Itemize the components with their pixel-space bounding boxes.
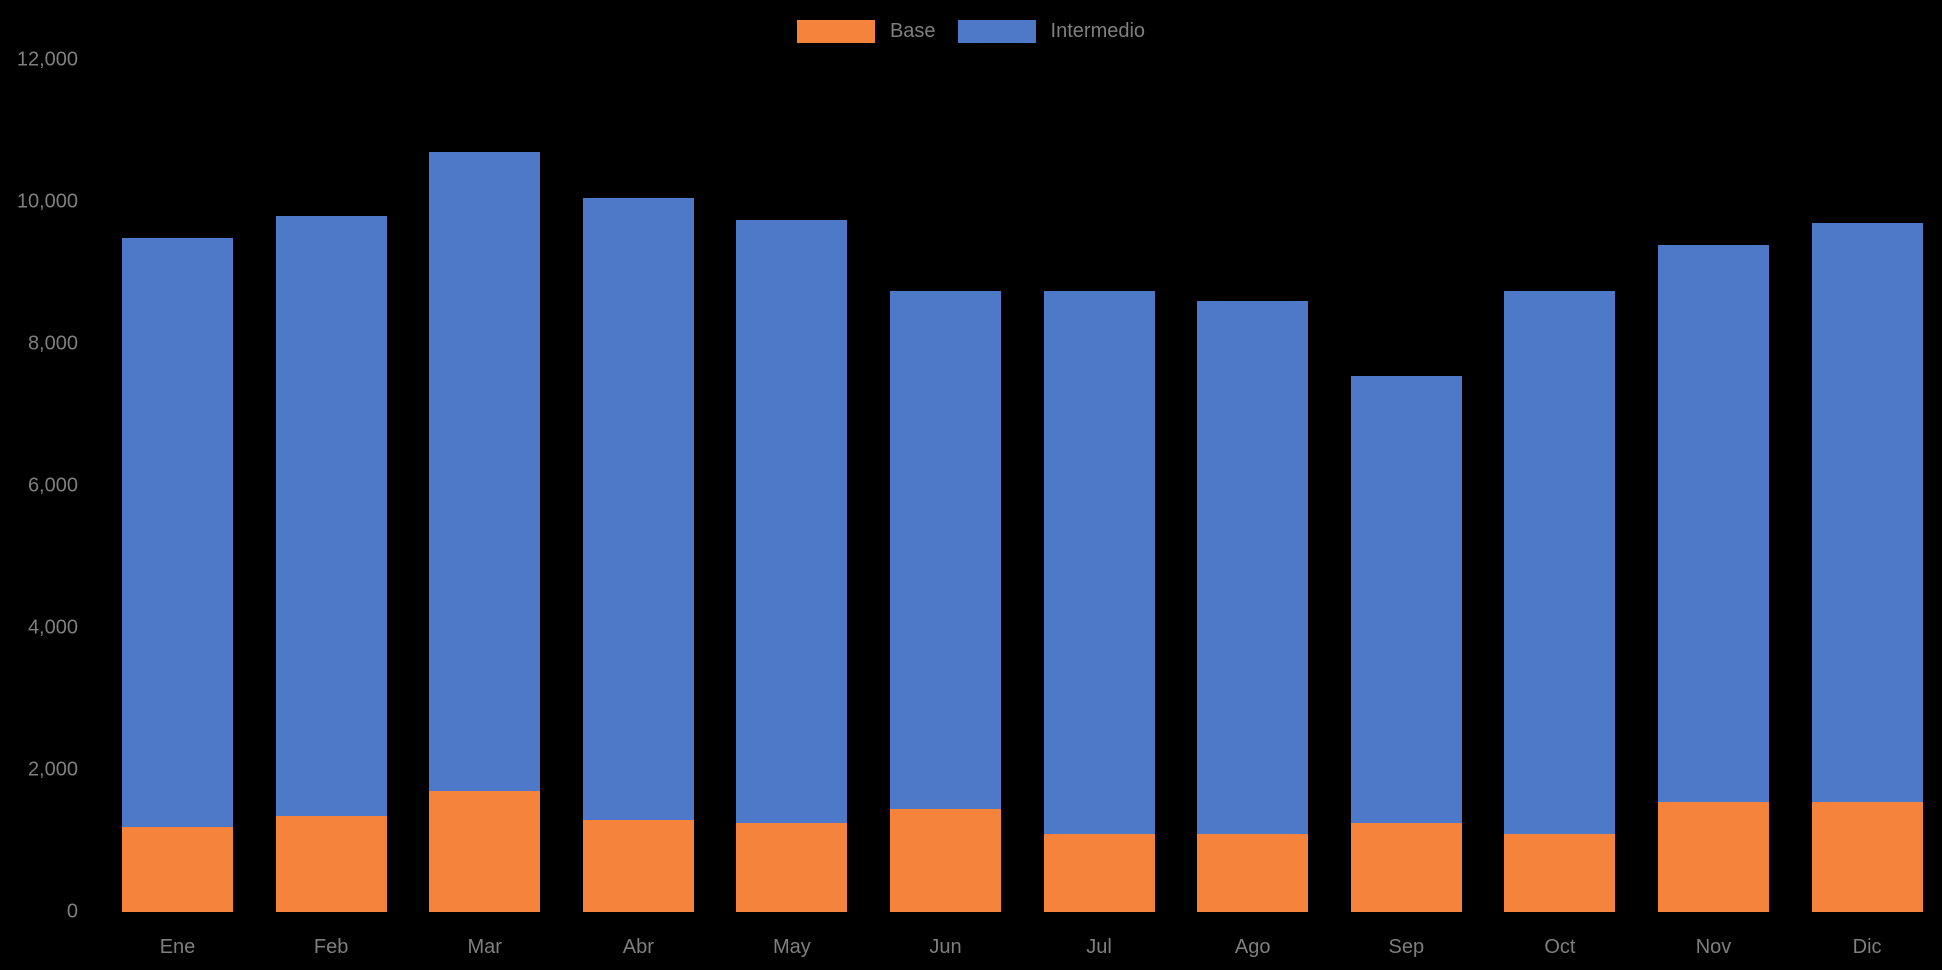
bar-segment-base (1658, 801, 1769, 912)
bar-segment-base (122, 826, 233, 912)
bar-segment-intermedio (1504, 290, 1616, 834)
bar-segment-base (736, 823, 848, 912)
x-axis-label: Jun (929, 936, 962, 958)
legend-label-base: Base (889, 20, 936, 42)
bar-segment-intermedio (582, 198, 694, 820)
legend-item-base[interactable]: Base (796, 20, 936, 43)
y-axis-tick-label: 4,000 (27, 616, 78, 639)
chart-legend: Base Intermedio (0, 20, 1942, 43)
x-axis-label: Ago (1234, 936, 1271, 958)
y-axis-tick-label: 8,000 (27, 332, 78, 355)
bar-segment-base (429, 791, 541, 912)
x-axis-label: Jul (1086, 936, 1112, 958)
y-axis-tick-label: 12,000 (16, 48, 78, 71)
bar-segment-base (1043, 833, 1155, 912)
bar-segment-intermedio (275, 216, 387, 817)
bar-segment-intermedio (122, 237, 233, 827)
x-axis-label: Feb (313, 936, 349, 958)
y-axis-tick-label: 0 (66, 900, 78, 923)
x-axis-label: Ene (159, 936, 196, 958)
bar-segment-intermedio (736, 219, 848, 824)
x-axis-label: Nov (1695, 936, 1732, 958)
legend-label-intermedio: Intermedio (1050, 20, 1146, 42)
bar-segment-intermedio (1350, 375, 1462, 824)
bar-segment-base (1504, 833, 1616, 912)
legend-item-intermedio[interactable]: Intermedio (957, 20, 1146, 43)
x-axis-label: May (772, 936, 811, 958)
x-axis-label: Mar (467, 936, 502, 958)
y-axis-tick-label: 6,000 (27, 474, 78, 497)
bar-segment-intermedio (1197, 301, 1309, 834)
bar-segment-intermedio (1658, 244, 1769, 802)
bar-segment-base (890, 809, 1001, 912)
bar-segment-intermedio (890, 290, 1001, 810)
bar-segment-base (1197, 833, 1309, 912)
bar-segment-base (1811, 801, 1923, 912)
bar-segment-base (275, 816, 387, 912)
legend-swatch-base (796, 20, 875, 43)
y-axis-tick-label: 10,000 (16, 190, 78, 213)
bar-segment-base (1350, 823, 1462, 912)
bar-segment-intermedio (1043, 290, 1155, 834)
legend-swatch-intermedio (957, 20, 1036, 43)
x-axis-label: Sep (1388, 936, 1425, 958)
y-axis-tick-label: 2,000 (27, 758, 78, 781)
bar-segment-intermedio (429, 152, 541, 792)
bar-segment-intermedio (1811, 223, 1923, 802)
bar-segment-base (582, 819, 694, 912)
x-axis-label: Dic (1852, 936, 1882, 958)
x-axis-label: Oct (1544, 936, 1576, 958)
x-axis-label: Abr (622, 936, 654, 958)
